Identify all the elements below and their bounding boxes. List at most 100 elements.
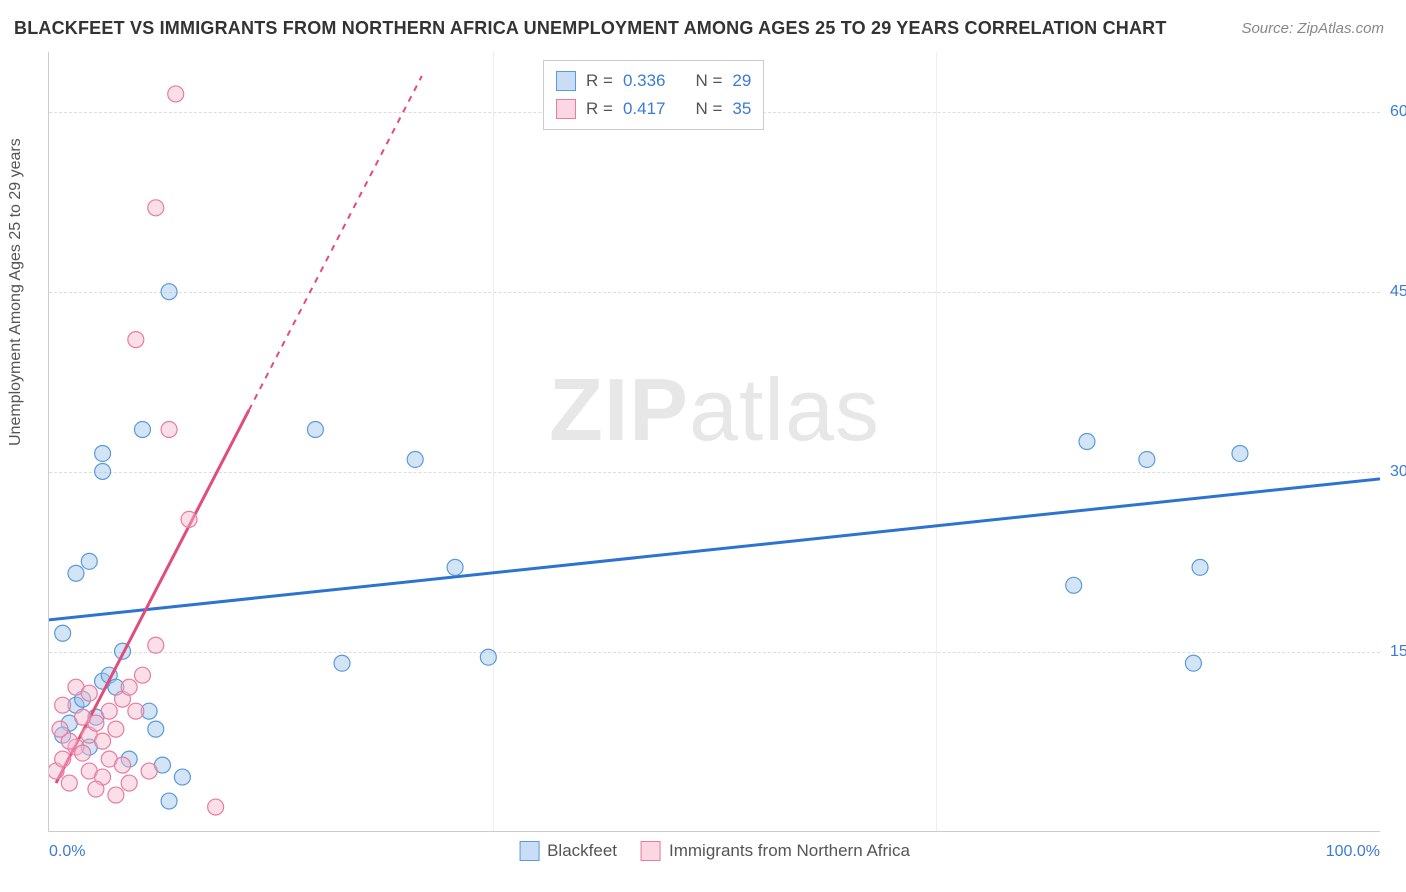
data-point: [108, 721, 124, 737]
chart-container: BLACKFEET VS IMMIGRANTS FROM NORTHERN AF…: [0, 0, 1406, 892]
v-gridline: [936, 52, 937, 831]
data-point: [81, 553, 97, 569]
chart-title: BLACKFEET VS IMMIGRANTS FROM NORTHERN AF…: [14, 18, 1167, 39]
data-point: [75, 745, 91, 761]
data-point: [334, 655, 350, 671]
n-value: 29: [732, 67, 751, 95]
data-point: [407, 451, 423, 467]
data-point: [141, 763, 157, 779]
data-point: [88, 709, 104, 725]
data-point: [81, 763, 97, 779]
data-point: [1066, 577, 1082, 593]
data-point: [168, 86, 184, 102]
r-value: 0.417: [623, 95, 666, 123]
data-point: [1185, 655, 1201, 671]
data-point: [55, 625, 71, 641]
legend-corr-row: R = 0.417 N = 35: [556, 95, 751, 123]
plot-area: ZIPatlas 15.0%30.0%45.0%60.0% R =0.336N …: [48, 52, 1380, 832]
correlation-legend: R = 0.336 N = 29 R = 0.417 N = 35: [543, 60, 764, 130]
data-point: [208, 799, 224, 815]
data-point: [68, 697, 84, 713]
data-point: [81, 739, 97, 755]
data-point: [141, 703, 157, 719]
y-tick-label: 45.0%: [1382, 283, 1406, 301]
legend-item: Blackfeet: [519, 841, 617, 861]
n-label: N =: [695, 95, 722, 123]
legend-corr-row: R = 0.336 N = 29: [556, 67, 751, 95]
trend-line: [49, 477, 1380, 621]
data-point: [1139, 451, 1155, 467]
data-point: [75, 709, 91, 725]
data-point: [154, 757, 170, 773]
data-point: [134, 667, 150, 683]
data-point: [307, 422, 323, 438]
data-point: [95, 673, 111, 689]
data-point: [115, 691, 131, 707]
y-tick-label: 15.0%: [1382, 643, 1406, 661]
data-point: [68, 565, 84, 581]
data-point: [55, 697, 71, 713]
data-point: [81, 685, 97, 701]
trend-line-dashed: [249, 76, 422, 410]
data-point: [108, 787, 124, 803]
data-point: [121, 679, 137, 695]
data-point: [55, 751, 71, 767]
x-tick-max: 100.0%: [1326, 843, 1380, 861]
legend-swatch-icon: [641, 841, 661, 861]
data-point: [148, 200, 164, 216]
legend-swatch-icon: [519, 841, 539, 861]
data-point: [101, 703, 117, 719]
gridline: [49, 292, 1380, 293]
legend-item: Immigrants from Northern Africa: [641, 841, 910, 861]
data-point: [121, 775, 137, 791]
data-point: [121, 751, 137, 767]
data-point: [81, 727, 97, 743]
v-gridline: [493, 52, 494, 831]
data-point: [161, 422, 177, 438]
data-point: [174, 769, 190, 785]
data-point: [181, 511, 197, 527]
data-point: [52, 721, 68, 737]
data-point: [61, 733, 77, 749]
data-point: [68, 739, 84, 755]
data-point: [95, 445, 111, 461]
r-label: R =: [586, 95, 613, 123]
data-point: [75, 691, 91, 707]
data-point: [1192, 559, 1208, 575]
x-tick-min: 0.0%: [49, 843, 85, 861]
data-point: [1232, 445, 1248, 461]
data-point: [161, 793, 177, 809]
y-axis-label: Unemployment Among Ages 25 to 29 years: [7, 138, 25, 446]
data-point: [128, 332, 144, 348]
n-value: 35: [732, 95, 751, 123]
data-point: [148, 721, 164, 737]
r-label: R =: [586, 67, 613, 95]
series-legend: Blackfeet Immigrants from Northern Africa: [519, 841, 910, 861]
data-point: [134, 422, 150, 438]
gridline: [49, 652, 1380, 653]
y-tick-label: 30.0%: [1382, 463, 1406, 481]
legend-label: Immigrants from Northern Africa: [669, 841, 910, 861]
gridline: [49, 472, 1380, 473]
data-point: [55, 727, 71, 743]
data-point: [447, 559, 463, 575]
data-point: [88, 715, 104, 731]
watermark-text: ZIPatlas: [549, 359, 880, 461]
y-tick-label: 60.0%: [1382, 103, 1406, 121]
data-point: [101, 751, 117, 767]
data-point: [61, 715, 77, 731]
legend-label: Blackfeet: [547, 841, 617, 861]
r-value: 0.336: [623, 67, 666, 95]
data-point: [49, 763, 64, 779]
legend-swatch-icon: [556, 71, 576, 91]
data-point: [115, 757, 131, 773]
trend-line: [56, 410, 249, 783]
n-label: N =: [695, 67, 722, 95]
data-point: [128, 703, 144, 719]
scatter-svg: [49, 52, 1380, 831]
data-point: [61, 775, 77, 791]
data-point: [1079, 434, 1095, 450]
data-point: [95, 769, 111, 785]
data-point: [88, 781, 104, 797]
source-attribution: Source: ZipAtlas.com: [1241, 20, 1384, 37]
